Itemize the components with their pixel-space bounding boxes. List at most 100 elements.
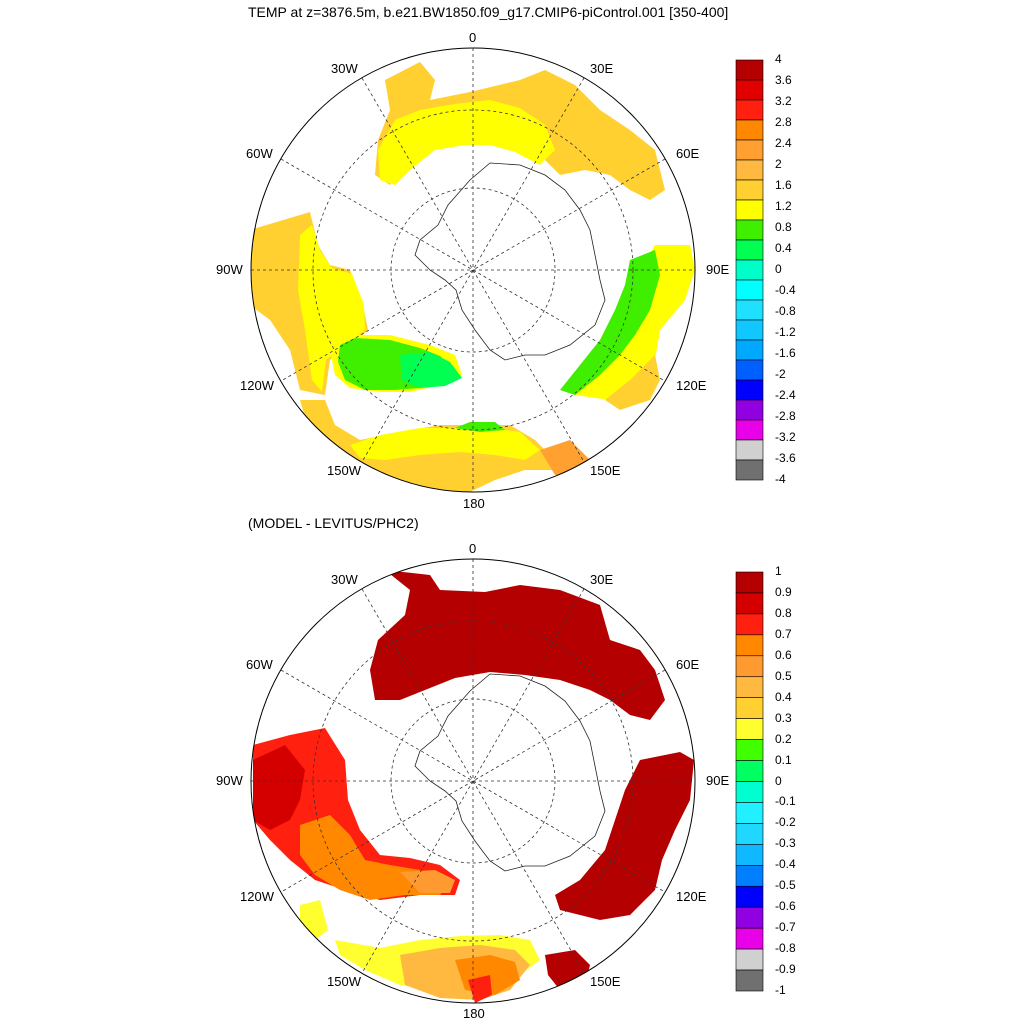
- top-colorbar-swatch: [735, 59, 764, 81]
- bottom-colorbar-label: -0.6: [775, 899, 796, 914]
- top-colorbar-swatch: [735, 299, 764, 321]
- bottom-colorbar-swatch: [735, 823, 764, 845]
- top-region-90w-yellow: [298, 225, 365, 392]
- bottom-colorbar-label: 0.8: [775, 605, 792, 620]
- top-colorbar-swatch: [735, 159, 764, 181]
- top-lon-0: 0: [469, 30, 477, 45]
- bottom-colorbar-label: -0.1: [775, 794, 796, 809]
- bottom-colorbar: [735, 571, 764, 992]
- top-colorbar-swatch: [735, 399, 764, 421]
- top-colorbar-swatch: [735, 219, 764, 241]
- top-antarctica-outline: [414, 162, 606, 361]
- bottom-lon-150e: 150E: [590, 974, 621, 989]
- top-colorbar-label: 3.2: [775, 94, 792, 108]
- top-title: TEMP at z=3876.5m, b.e21.BW1850.f09_g17.…: [248, 4, 729, 20]
- bottom-colorbar-label: 0.7: [775, 626, 792, 641]
- bottom-colorbar-label: 0.9: [775, 584, 792, 599]
- top-colorbar-label: 2.8: [775, 115, 792, 129]
- bottom-colorbar-label: -0.5: [775, 878, 796, 893]
- top-colorbar-label: -3.2: [775, 430, 796, 444]
- top-lon-120e: 120E: [676, 378, 707, 393]
- bottom-region-east-red: [555, 752, 694, 920]
- top-colorbar-label: -2.8: [775, 409, 796, 423]
- bottom-colorbar-swatch: [735, 655, 764, 678]
- bottom-colorbar-swatch: [735, 634, 764, 657]
- top-region-east-green: [560, 250, 660, 395]
- bottom-colorbar-label: 1: [775, 564, 782, 578]
- bottom-lon-0: 0: [469, 541, 477, 556]
- top-lon-30e: 30E: [590, 61, 614, 76]
- top-colorbar-swatch: [735, 359, 764, 381]
- top-region-north-yellow: [378, 100, 555, 185]
- bottom-region-150e-red: [545, 950, 590, 990]
- bottom-colorbar-label: 0.5: [775, 668, 792, 683]
- top-colorbar-swatch: [735, 459, 764, 481]
- top-colorbar-label: -1.2: [775, 325, 796, 339]
- bottom-colorbar-swatch: [735, 592, 764, 615]
- top-colorbar-swatch: [735, 99, 764, 121]
- top-colorbar-swatch: [735, 239, 764, 261]
- bottom-colorbar-label: 0.2: [775, 731, 792, 746]
- top-colorbar-label: 2.4: [775, 136, 792, 150]
- top-colorbar-label: 1.6: [775, 178, 792, 192]
- bottom-colorbar-swatch: [735, 906, 764, 929]
- top-lon-120w: 120W: [240, 378, 274, 393]
- bottom-colorbar-swatch: [735, 969, 764, 992]
- bottom-colorbar-label: -0.7: [775, 920, 796, 935]
- bottom-colorbar-label: 0: [775, 773, 782, 788]
- bottom-colorbar-label: 0.6: [775, 647, 792, 662]
- bottom-colorbar-swatch: [735, 802, 764, 824]
- bottom-lon-150w: 150W: [327, 974, 361, 989]
- top-colorbar-label: 2: [775, 157, 782, 171]
- top-colorbar: [735, 59, 764, 481]
- top-colorbar-label: 0.4: [775, 241, 792, 255]
- top-lon-60e: 60E: [676, 146, 700, 161]
- bottom-colorbar-label: -0.3: [775, 836, 796, 851]
- top-data-field: [251, 62, 695, 492]
- bottom-grid: [251, 559, 695, 1003]
- top-colorbar-swatch: [735, 319, 764, 341]
- top-grid: [251, 48, 695, 492]
- top-colorbar-label: 0: [775, 262, 782, 276]
- bottom-colorbar-swatch: [735, 676, 764, 699]
- top-colorbar-swatch: [735, 179, 764, 201]
- top-lon-90e: 90E: [706, 262, 730, 277]
- bottom-lon-120w: 120W: [240, 889, 274, 904]
- bottom-colorbar-label: 0.3: [775, 710, 792, 725]
- bottom-colorbar-label: -1: [775, 983, 786, 997]
- top-colorbar-swatch: [735, 79, 764, 101]
- top-region-south-green: [455, 422, 505, 432]
- top-lon-180: 180: [463, 496, 485, 511]
- top-lon-150e: 150E: [590, 463, 621, 478]
- top-colorbar-label: -3.6: [775, 451, 796, 465]
- top-colorbar-swatch: [735, 439, 764, 461]
- top-colorbar-swatch: [735, 139, 764, 161]
- bottom-antarctica-outline: [414, 673, 606, 872]
- bottom-region-120w-yellow: [300, 900, 328, 940]
- bottom-colorbar-swatch: [735, 697, 764, 719]
- bottom-region-west-darkred: [253, 745, 305, 830]
- bottom-lon-30e: 30E: [590, 572, 614, 587]
- top-colorbar-swatch: [735, 379, 764, 401]
- bottom-colorbar-swatch: [735, 613, 764, 636]
- bottom-colorbar-swatch: [735, 760, 764, 782]
- top-colorbar-label: -1.6: [775, 346, 796, 360]
- top-region-east-orange: [605, 355, 660, 410]
- bottom-data-field: [253, 570, 694, 1003]
- bottom-region-west-lightorange: [400, 870, 455, 893]
- top-region-120w-lightgreen: [400, 352, 462, 388]
- top-map-border: [250, 47, 696, 493]
- top-colorbar-label: -2.4: [775, 388, 796, 402]
- top-colorbar-label: -2: [775, 367, 786, 381]
- bottom-colorbar-label: -0.4: [775, 857, 796, 872]
- bottom-lon-90w: 90W: [216, 773, 243, 788]
- top-lon-30w: 30W: [331, 61, 358, 76]
- top-lon-150w: 150W: [327, 463, 361, 478]
- bottom-colorbar-label: -0.9: [775, 962, 796, 977]
- bottom-lon-120e: 120E: [676, 889, 707, 904]
- bottom-lon-90e: 90E: [706, 773, 730, 788]
- top-colorbar-swatch: [735, 199, 764, 221]
- top-colorbar-swatch: [735, 119, 764, 141]
- bottom-lon-30w: 30W: [331, 572, 358, 587]
